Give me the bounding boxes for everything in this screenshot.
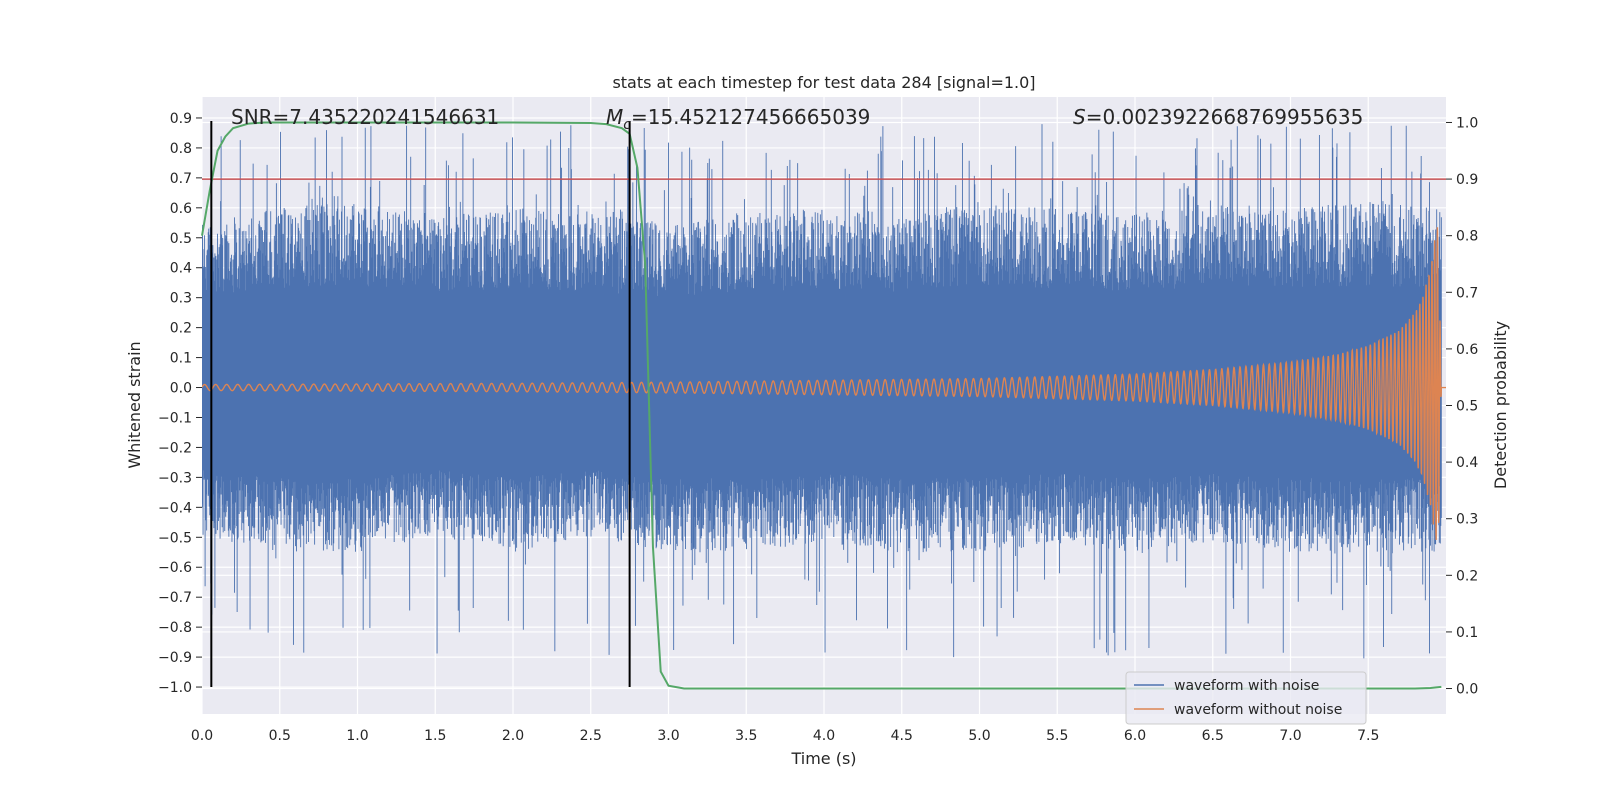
x-tick-label: 4.0 <box>813 728 835 744</box>
s-symbol: S <box>1073 105 1086 129</box>
legend-box <box>1125 671 1367 725</box>
x-tick-label: 6.5 <box>1202 728 1224 744</box>
x-tick-label: 5.0 <box>968 728 990 744</box>
chirp-mass-annotation: Mc=15.452127456665039 <box>606 105 870 133</box>
x-tick-label: 2.0 <box>502 728 524 744</box>
y-tick-label: 0.1 <box>170 351 192 367</box>
clean-waveform-line <box>202 227 1446 540</box>
y2-axis-label: Detection probability <box>1491 321 1510 489</box>
y-tick-label: −1.0 <box>158 680 192 696</box>
legend-label-clean: waveform without noise <box>1174 702 1342 718</box>
y-tick-label: 0.3 <box>170 291 192 307</box>
x-tick-label: 2.5 <box>580 728 602 744</box>
x-axis-label: Time (s) <box>790 749 856 768</box>
y2-tick-label: 0.3 <box>1456 512 1478 528</box>
y2-tick-label: 0.0 <box>1456 682 1478 698</box>
detection-probability-line <box>201 121 1442 690</box>
y-tick-label: 0.2 <box>170 321 192 337</box>
overlay-layer <box>201 120 1446 690</box>
y-axis-label: Whitened strain <box>125 341 144 468</box>
y-tick-label: −0.3 <box>158 470 192 486</box>
x-tick-label: 3.5 <box>735 728 757 744</box>
y2-tick-label: 0.9 <box>1456 172 1478 188</box>
x-tick-label: 7.5 <box>1357 728 1379 744</box>
y-tick-label: −0.1 <box>158 410 192 426</box>
y2-tick-label: 0.2 <box>1456 568 1478 584</box>
x-tick-label: 1.5 <box>424 728 446 744</box>
legend-label-noise: waveform with noise <box>1174 678 1319 694</box>
legend: waveform with noise waveform without noi… <box>1125 671 1367 725</box>
y2-tick-label: 0.4 <box>1456 455 1478 471</box>
y2-tick-label: 0.6 <box>1456 342 1478 358</box>
y-tick-label: −0.6 <box>158 560 192 576</box>
tick-labels: 0.0 0.5 1.0 1.5 2.0 2.5 3.0 3.5 4.0 4.5 5.0 5.5 6.0 6… <box>158 111 1478 744</box>
y-tick-label: −0.8 <box>158 620 192 636</box>
x-tick-label: 4.5 <box>891 728 913 744</box>
s-value: =0.0023922668769955635 <box>1086 105 1364 129</box>
y-tick-label: −0.9 <box>158 650 192 666</box>
y-tick-label: 0.0 <box>170 381 192 397</box>
y-tick-label: 0.9 <box>170 111 192 127</box>
y-tick-label: −0.5 <box>158 530 192 546</box>
series-layer <box>202 124 1446 659</box>
y2-tick-label: 0.1 <box>1456 625 1478 641</box>
x-tick-label: 0.0 <box>191 728 213 744</box>
s-annotation: S=0.0023922668769955635 <box>1073 105 1363 129</box>
y-tick-label: 0.5 <box>170 231 192 247</box>
y2-tick-label: 0.5 <box>1456 399 1478 415</box>
chart-title: stats at each timestep for test data 284… <box>612 73 1035 92</box>
y-tick-label: 0.6 <box>170 201 192 217</box>
y2-tick-label: 0.7 <box>1456 285 1478 301</box>
y-tick-label: 0.8 <box>170 141 192 157</box>
x-tick-label: 7.0 <box>1279 728 1301 744</box>
y-tick-label: 0.4 <box>170 261 192 277</box>
x-tick-label: 0.5 <box>269 728 291 744</box>
x-tick-label: 5.5 <box>1046 728 1068 744</box>
chirp-mass-value: =15.452127456665039 <box>631 105 870 129</box>
y2-tick-label: 0.8 <box>1456 229 1478 245</box>
y-tick-label: 0.7 <box>170 171 192 187</box>
y2-tick-label: 1.0 <box>1456 115 1478 131</box>
chirp-mass-subscript: c <box>623 117 631 133</box>
chirp-mass-symbol: M <box>606 105 623 129</box>
snr-annotation: SNR=7.435220241546631 <box>231 105 499 129</box>
x-tick-label: 3.0 <box>657 728 679 744</box>
x-tick-label: 1.0 <box>346 728 368 744</box>
y-tick-label: −0.7 <box>158 590 192 606</box>
y-tick-label: −0.2 <box>158 440 192 456</box>
y-tick-label: −0.4 <box>158 500 192 516</box>
x-tick-label: 6.0 <box>1124 728 1146 744</box>
